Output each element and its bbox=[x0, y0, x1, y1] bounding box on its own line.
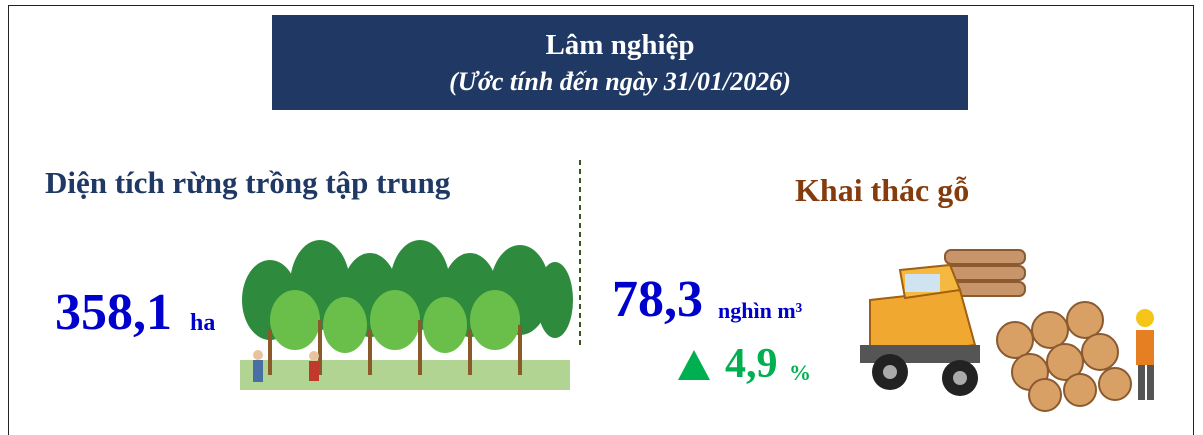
forest-illustration bbox=[240, 240, 573, 390]
change-arrow bbox=[678, 350, 710, 380]
illustrations bbox=[0, 0, 1203, 435]
change-value: 4,9 bbox=[725, 340, 778, 388]
change-unit: % bbox=[789, 360, 811, 386]
logging-truck-illustration bbox=[860, 250, 1154, 411]
right-value: 78,3 bbox=[612, 270, 703, 329]
right-unit: nghìn m³ bbox=[718, 298, 802, 324]
right-title: Khai thác gỗ bbox=[795, 172, 969, 209]
infographic: Lâm nghiệp (Ước tính đến ngày 31/01/2026… bbox=[0, 0, 1203, 435]
